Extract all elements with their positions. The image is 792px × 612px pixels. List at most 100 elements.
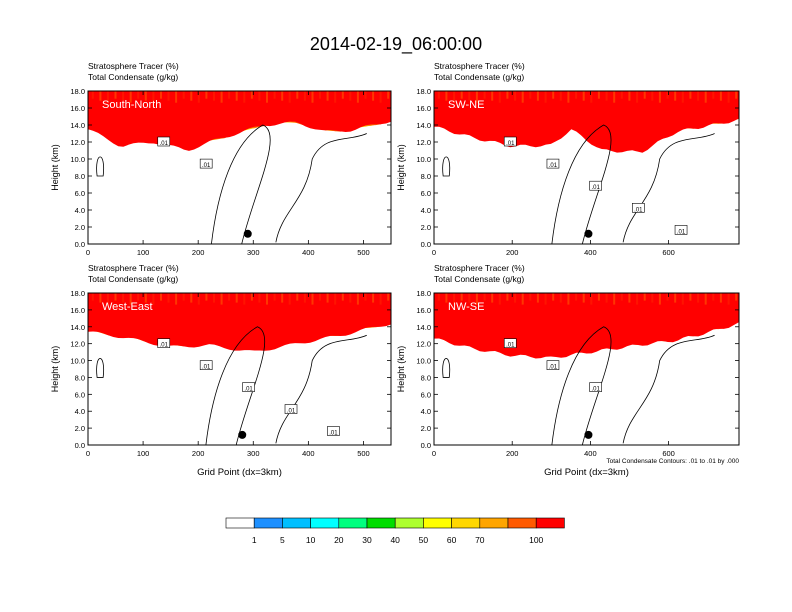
colorbar-label: 60 (447, 535, 457, 545)
condensate-contour (442, 358, 451, 378)
colorbar-swatch (507, 517, 537, 529)
x-tick-label: 0 (86, 248, 90, 257)
contour-label: .01 (506, 141, 515, 147)
x-tick-label: 200 (506, 248, 519, 257)
x-axis-label: Grid Point (dx=3km) (197, 467, 282, 478)
colorbar-label: 5 (280, 535, 285, 545)
colorbar-label: 70 (475, 535, 485, 545)
panel-title-tracer: Stratosphere Tracer (%) (88, 61, 179, 71)
x-tick-label: 400 (584, 248, 597, 257)
panel-south-north: .01 .01 South-North Stratosphere Tracer (%)… (50, 61, 392, 257)
contour-label: .01 (677, 229, 686, 235)
colorbar-label: 100 (529, 535, 543, 545)
y-tick-label: 4.0 (75, 407, 85, 416)
panel-title-tracer: Stratosphere Tracer (%) (434, 61, 525, 71)
x-tick-label: 0 (86, 449, 90, 458)
y-tick-label: 12.0 (70, 138, 85, 147)
tracer-cap (434, 91, 739, 110)
contour-label: .01 (506, 343, 515, 349)
colorbar-label: 10 (306, 535, 316, 545)
colorbar: 1 5 10 20 30 40 50 60 70 100 (225, 517, 565, 545)
panel-west-east: .01 .01 .01 .01 .01 West-East Stratosphere Tra… (50, 263, 392, 478)
condensate-contour (551, 124, 612, 244)
condensate-contour (275, 334, 367, 444)
contour-label: .01 (591, 387, 600, 393)
contour-label-box (327, 426, 340, 436)
colorbar-swatch (338, 517, 368, 529)
x-tick-label: 600 (662, 248, 675, 257)
contour-label: .01 (549, 163, 558, 169)
x-tick-label: 0 (432, 449, 436, 458)
x-tick-label: 400 (584, 449, 597, 458)
x-tick-label: 600 (662, 449, 675, 458)
y-tick-label: 2.0 (75, 223, 85, 232)
y-tick-label: 4.0 (421, 206, 431, 215)
contour-label-box (199, 360, 213, 370)
contour-label: .01 (160, 141, 169, 147)
x-tick-label: 200 (192, 449, 205, 458)
contour-label-box (503, 136, 517, 147)
y-tick-label: 6.0 (75, 390, 85, 399)
x-tick-label: 300 (247, 449, 260, 458)
contour-label-box (157, 136, 171, 147)
section-label: SW-NE (448, 99, 484, 111)
x-tick-label: 400 (302, 449, 315, 458)
x-tick-label: 200 (506, 449, 519, 458)
y-tick-label: 14.0 (70, 323, 85, 332)
section-label: NW-SE (448, 301, 484, 313)
plot-frame (87, 90, 392, 245)
y-tick-label: 14.0 (70, 121, 85, 130)
figure-title: 2014-02-19_06:00:00 (310, 34, 482, 55)
contour-label-box (674, 225, 688, 235)
condensate-contour (96, 156, 105, 177)
plot-frame (87, 292, 392, 446)
contour-note: Total Condensate Contours: .01 to .01 by… (606, 458, 739, 465)
tracer-cap (434, 293, 739, 312)
panel-sw-ne: .01 .01 .01 .01 .01 SW-NE Stratosphere Tracer … (396, 61, 740, 257)
y-axis-label: Height (km) (50, 346, 60, 393)
y-tick-label: 0.0 (421, 240, 431, 249)
panel-title-tracer: Stratosphere Tracer (%) (88, 263, 179, 273)
x-tick-label: 100 (137, 248, 150, 257)
contour-label: .01 (202, 365, 211, 371)
x-tick-label: 100 (137, 449, 150, 458)
y-tick-label: 0.0 (75, 441, 85, 450)
condensate-contour (275, 133, 367, 243)
colorbar-label: 1 (252, 535, 257, 545)
tracer-cap (88, 91, 391, 110)
colorbar-swatch (253, 517, 283, 529)
condensate-contour (622, 334, 715, 444)
y-tick-label: 16.0 (416, 306, 431, 315)
panel-title-condensate: Total Condensate (g/kg) (434, 72, 524, 82)
contour-label-box (546, 158, 560, 169)
y-tick-label: 14.0 (416, 121, 431, 130)
y-tick-label: 12.0 (416, 340, 431, 349)
contour-label: .01 (591, 185, 600, 191)
contour-label-box (503, 338, 517, 348)
contour-label: .01 (329, 430, 338, 436)
colorbar-swatch (394, 517, 424, 529)
colorbar-swatch (423, 517, 452, 529)
y-tick-label: 4.0 (421, 407, 431, 416)
colorbar-swatch (282, 517, 311, 529)
y-tick-label: 6.0 (421, 390, 431, 399)
x-tick-label: 500 (357, 449, 370, 458)
plot-frame (433, 90, 740, 245)
y-tick-label: 10.0 (70, 357, 85, 366)
y-tick-label: 4.0 (75, 206, 85, 215)
y-tick-label: 6.0 (75, 189, 85, 198)
colorbar-swatch (366, 517, 396, 529)
location-marker (243, 229, 252, 238)
y-tick-label: 12.0 (70, 340, 85, 349)
colorbar-swatch (451, 517, 481, 529)
y-tick-label: 16.0 (70, 104, 85, 113)
y-tick-label: 18.0 (416, 289, 431, 298)
x-tick-label: 300 (247, 248, 260, 257)
x-tick-label: 400 (302, 248, 315, 257)
colorbar-swatch (535, 517, 565, 529)
plot-frame (433, 292, 740, 446)
location-marker (584, 430, 593, 439)
condensate-contour (205, 326, 266, 445)
